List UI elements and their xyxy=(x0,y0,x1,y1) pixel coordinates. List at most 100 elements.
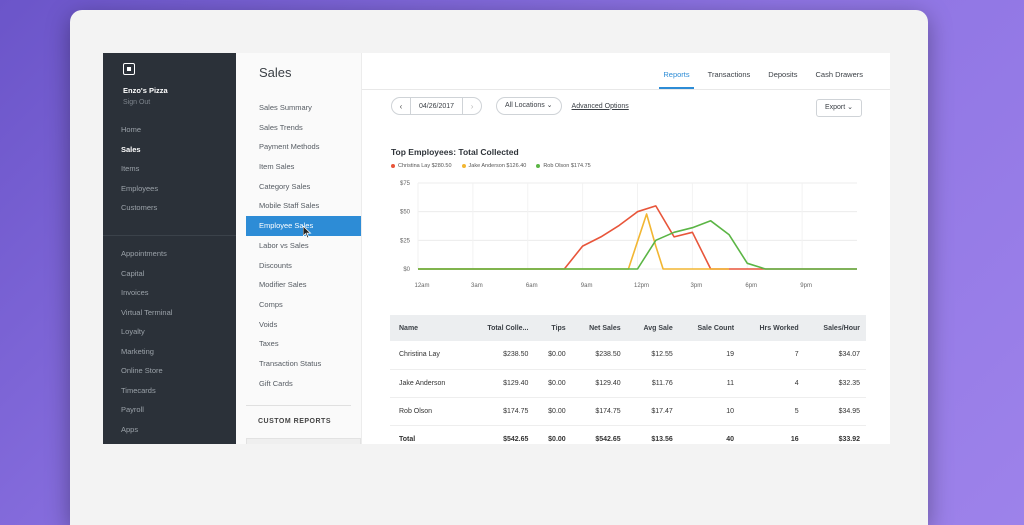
column-header-avg-sale[interactable]: Avg Sale xyxy=(626,315,679,341)
table-cell: $0.00 xyxy=(534,369,572,398)
y-tick-label: $25 xyxy=(400,238,411,244)
table-cell: 5 xyxy=(740,397,805,426)
top-tabs: Reports Transactions Deposits Cash Drawers xyxy=(654,67,872,89)
legend-label: Christina Lay $280.50 xyxy=(398,163,452,169)
legend-swatch xyxy=(536,163,541,168)
table-cell: $0.00 xyxy=(534,425,572,444)
legend-swatch xyxy=(391,163,395,168)
nav-item-appointments[interactable]: Appointments xyxy=(121,249,167,258)
table-cell: $542.65 xyxy=(571,425,627,444)
report-item-modifier-sales[interactable]: Modifier Sales xyxy=(259,280,307,290)
table-cell: 16 xyxy=(740,425,805,444)
secondary-nav-list: Appointments Capital Invoices Virtual Termi… xyxy=(103,244,236,439)
column-header-name[interactable]: Name xyxy=(390,315,468,341)
report-item-sales-summary[interactable]: Sales Summary xyxy=(259,103,312,112)
table-cell: 11 xyxy=(678,369,741,398)
tab-transactions[interactable]: Transactions xyxy=(707,70,751,79)
column-header-sales-hour[interactable]: Sales/Hour xyxy=(804,315,866,341)
table-cell: $34.95 xyxy=(804,397,866,426)
nav-item-online-store[interactable]: Online Store xyxy=(121,366,163,375)
table-cell: Jake Anderson xyxy=(390,369,468,398)
locations-dropdown[interactable]: All Locations ⌄ xyxy=(496,97,562,115)
sub-divider xyxy=(246,405,351,406)
report-item-mobile-staff-sales[interactable]: Mobile Staff Sales xyxy=(259,201,320,211)
main-sidebar: Enzo's Pizza Sign Out Home Sales Items Empl… xyxy=(103,53,236,444)
next-day-button[interactable]: › xyxy=(470,101,474,111)
report-item-transaction-status[interactable]: Transaction Status xyxy=(259,358,322,368)
prev-day-button[interactable]: ‹ xyxy=(399,101,403,111)
report-item-taxes[interactable]: Taxes xyxy=(259,339,279,349)
table-cell: Christina Lay xyxy=(390,341,468,370)
x-tick-label: 12am xyxy=(414,283,429,289)
table-cell: $542.65 xyxy=(467,425,535,444)
date-value[interactable]: 04/26/2017 xyxy=(410,98,464,114)
table-cell: 10 xyxy=(678,397,741,426)
reports-sidebar: Sales Sales Summary Sales Trends Payment M… xyxy=(236,53,362,444)
sign-out-link[interactable]: Sign Out xyxy=(123,99,151,106)
advanced-options-link[interactable]: Advanced Options xyxy=(571,102,629,110)
nav-item-customers[interactable]: Customers xyxy=(121,203,158,212)
tab-deposits[interactable]: Deposits xyxy=(768,70,798,79)
business-name: Enzo's Pizza xyxy=(123,86,168,95)
report-item-sales-trends[interactable]: Sales Trends xyxy=(259,122,303,132)
legend-swatch xyxy=(461,163,466,168)
report-item-category-sales[interactable]: Category Sales xyxy=(259,181,311,191)
top-divider xyxy=(362,89,890,90)
column-header-sale-count[interactable]: Sale Count xyxy=(678,315,741,341)
nav-item-employees[interactable]: Employees xyxy=(121,183,159,193)
nav-item-home[interactable]: Home xyxy=(121,125,142,134)
series-line-christina-lay xyxy=(418,205,857,270)
table-total-row: Total $542.65 $0.00 $542.65 $13.56 40 16 $33.92 xyxy=(390,425,866,444)
table-row: Christina Lay $238.50 $0.00 $238.50 $12.55 19… xyxy=(390,341,866,370)
main-content: Reports Transactions Deposits Cash Drawers … xyxy=(362,53,890,444)
tab-reports[interactable]: Reports xyxy=(654,67,698,89)
report-item-gift-cards[interactable]: Gift Cards xyxy=(259,378,293,388)
y-tick-label: $0 xyxy=(403,267,410,273)
report-controls: ‹ 04/26/2017 › All Locations ⌄ Advanced … xyxy=(391,97,629,115)
custom-report-item[interactable] xyxy=(246,438,361,444)
legend-label: Rob Olson $174.75 xyxy=(543,163,591,169)
table-cell: $174.75 xyxy=(571,397,627,426)
legend-item: Jake Anderson $126.40 xyxy=(461,163,526,169)
export-button[interactable]: Export ⌄ xyxy=(815,99,862,117)
column-header-total-colle[interactable]: Total Colle... xyxy=(467,315,535,341)
nav-item-loyalty[interactable]: Loyalty xyxy=(121,327,145,336)
app-window: Enzo's Pizza Sign Out Home Sales Items Empl… xyxy=(103,53,890,444)
nav-divider xyxy=(103,235,236,236)
tab-cash-drawers[interactable]: Cash Drawers xyxy=(815,70,863,79)
report-item-item-sales[interactable]: Item Sales xyxy=(259,162,295,172)
nav-item-payroll[interactable]: Payroll xyxy=(121,405,144,414)
x-tick-label: 6am xyxy=(526,283,538,289)
report-item-discounts[interactable]: Discounts xyxy=(259,260,292,270)
chart-legend: Christina Lay $280.50 Jake Anderson $126.… xyxy=(391,163,591,169)
column-header-net-sales[interactable]: Net Sales xyxy=(571,315,627,341)
table-cell: $238.50 xyxy=(467,341,535,370)
y-tick-label: $75 xyxy=(400,181,411,187)
table-cell: $129.40 xyxy=(467,369,535,398)
report-item-voids[interactable]: Voids xyxy=(259,319,278,329)
square-logo-icon[interactable] xyxy=(123,63,135,75)
legend-item: Christina Lay $280.50 xyxy=(391,163,452,169)
table-row: Jake Anderson $129.40 $0.00 $129.40 $11.76 11… xyxy=(390,369,866,398)
report-item-comps[interactable]: Comps xyxy=(259,299,283,309)
nav-item-marketing[interactable]: Marketing xyxy=(121,346,154,356)
table-cell: $238.50 xyxy=(571,341,627,370)
column-header-hrs-worked[interactable]: Hrs Worked xyxy=(740,315,805,341)
nav-item-timecards[interactable]: Timecards xyxy=(121,385,156,395)
report-item-payment-methods[interactable]: Payment Methods xyxy=(259,142,320,152)
y-tick-label: $50 xyxy=(400,210,411,216)
nav-item-capital[interactable]: Capital xyxy=(121,268,145,278)
nav-item-apps[interactable]: Apps xyxy=(121,424,139,434)
date-picker: ‹ 04/26/2017 › xyxy=(391,97,483,115)
nav-item-invoices[interactable]: Invoices xyxy=(121,288,149,297)
nav-item-items[interactable]: Items xyxy=(121,164,140,173)
table-header-row: Name Total Colle... Tips Net Sales Avg Sale S… xyxy=(390,315,866,341)
page-title: Sales xyxy=(259,65,292,80)
table-cell: Total xyxy=(390,425,468,444)
nav-item-virtual-terminal[interactable]: Virtual Terminal xyxy=(121,307,173,317)
table-cell: $174.75 xyxy=(467,397,535,426)
nav-item-sales[interactable]: Sales xyxy=(121,144,141,154)
column-header-tips[interactable]: Tips xyxy=(534,315,572,341)
report-item-labor-vs-sales[interactable]: Labor vs Sales xyxy=(259,240,309,250)
primary-nav-list: Home Sales Items Employees Customers xyxy=(103,120,236,218)
